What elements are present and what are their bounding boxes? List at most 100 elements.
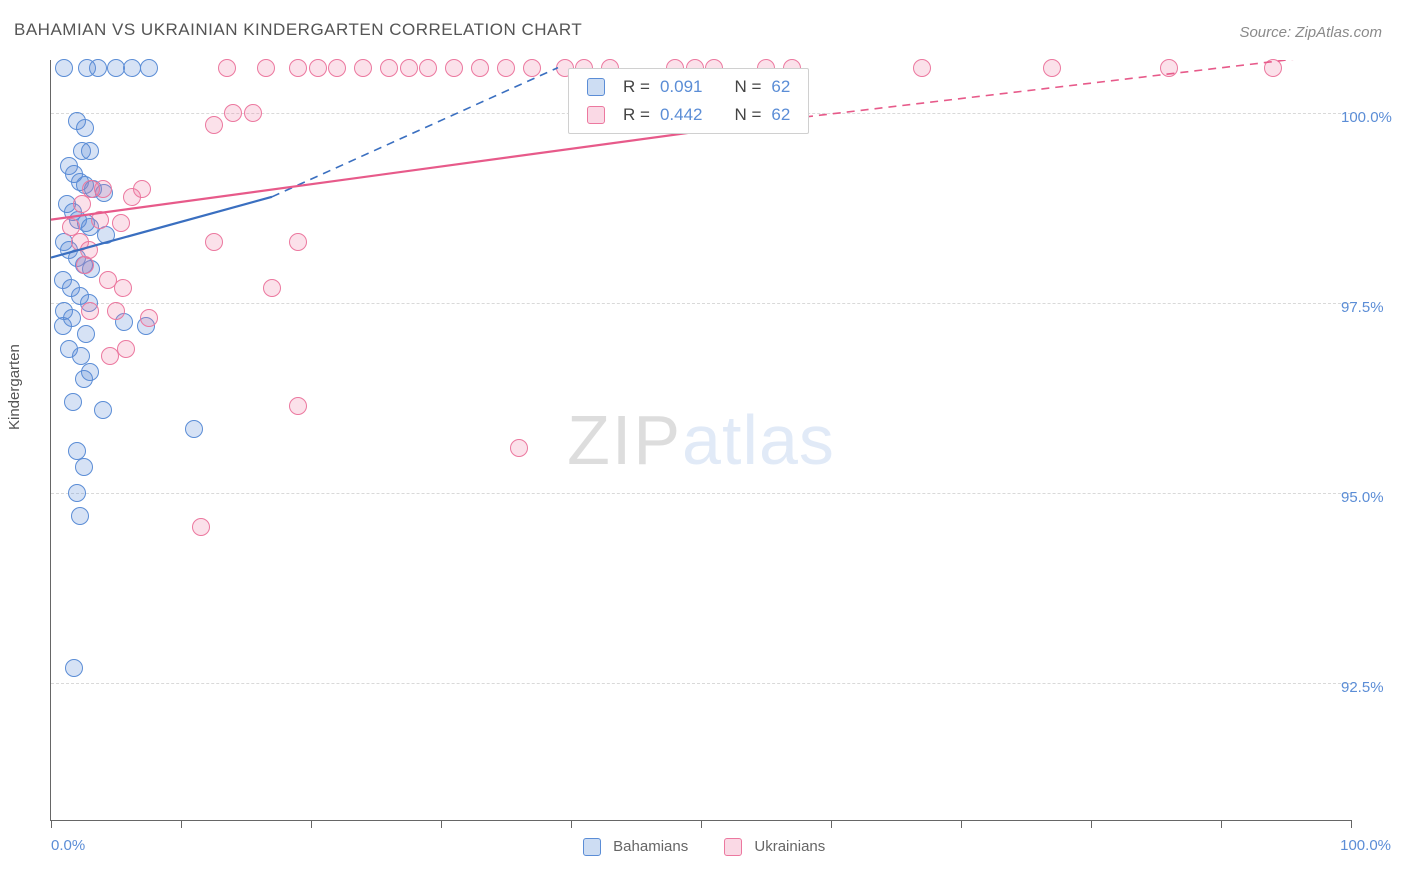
- data-point-ukrainians: [101, 347, 119, 365]
- legend-label-ukrainians: Ukrainians: [754, 838, 825, 855]
- legend-item-bahamians: Bahamians: [583, 838, 688, 856]
- chart-title: BAHAMIAN VS UKRAINIAN KINDERGARTEN CORRE…: [14, 20, 582, 40]
- data-point-ukrainians: [205, 233, 223, 251]
- data-point-ukrainians: [257, 59, 275, 77]
- data-point-ukrainians: [192, 518, 210, 536]
- data-point-ukrainians: [140, 309, 158, 327]
- data-point-bahamians: [81, 142, 99, 160]
- legend-swatch-blue: [587, 78, 605, 96]
- data-point-ukrainians: [218, 59, 236, 77]
- data-point-ukrainians: [91, 211, 109, 229]
- x-tick: [571, 820, 572, 828]
- legend-swatch-pink: [587, 106, 605, 124]
- data-point-ukrainians: [328, 59, 346, 77]
- correlation-legend-box: R = 0.091 N = 62 R = 0.442 N = 62: [568, 68, 809, 134]
- y-tick-label: 92.5%: [1341, 679, 1401, 696]
- watermark: ZIPatlas: [567, 400, 835, 480]
- data-point-ukrainians: [73, 195, 91, 213]
- watermark-bold: ZIP: [567, 401, 682, 479]
- legend-r-label: R =: [623, 77, 650, 97]
- data-point-ukrainians: [224, 104, 242, 122]
- legend-n-value: 62: [771, 105, 790, 125]
- x-tick: [961, 820, 962, 828]
- legend-r-value: 0.091: [660, 77, 703, 97]
- data-point-bahamians: [68, 484, 86, 502]
- data-point-ukrainians: [117, 340, 135, 358]
- data-point-ukrainians: [289, 59, 307, 77]
- data-point-bahamians: [94, 401, 112, 419]
- y-axis-label: Kindergarten: [6, 344, 23, 430]
- data-point-ukrainians: [419, 59, 437, 77]
- x-tick: [701, 820, 702, 828]
- data-point-ukrainians: [471, 59, 489, 77]
- legend-n-value: 62: [771, 77, 790, 97]
- legend-label-bahamians: Bahamians: [613, 838, 688, 855]
- data-point-ukrainians: [1160, 59, 1178, 77]
- legend-r-label: R =: [623, 105, 650, 125]
- data-point-bahamians: [63, 309, 81, 327]
- legend-n-label: N =: [734, 105, 761, 125]
- data-point-ukrainians: [380, 59, 398, 77]
- data-point-ukrainians: [523, 59, 541, 77]
- data-point-ukrainians: [400, 59, 418, 77]
- data-point-bahamians: [64, 393, 82, 411]
- data-point-ukrainians: [289, 233, 307, 251]
- data-point-ukrainians: [244, 104, 262, 122]
- data-point-ukrainians: [1264, 59, 1282, 77]
- legend-n-label: N =: [734, 77, 761, 97]
- y-tick-label: 100.0%: [1341, 109, 1401, 126]
- x-axis-label-min: 0.0%: [51, 837, 85, 854]
- data-point-ukrainians: [289, 397, 307, 415]
- legend-r-value: 0.442: [660, 105, 703, 125]
- data-point-bahamians: [89, 59, 107, 77]
- scatter-plot-area: ZIPatlas R =0.091N =62R =0.442N =62 Baha…: [50, 60, 1351, 821]
- data-point-bahamians: [65, 659, 83, 677]
- legend-stat-row: R = 0.091 N = 62: [587, 77, 790, 97]
- x-tick: [1091, 820, 1092, 828]
- x-tick: [181, 820, 182, 828]
- data-point-ukrainians: [76, 256, 94, 274]
- bottom-series-legend: Bahamians Ukrainians: [583, 838, 825, 856]
- data-point-ukrainians: [62, 218, 80, 236]
- x-tick: [831, 820, 832, 828]
- x-tick: [441, 820, 442, 828]
- source-label: Source: ZipAtlas.com: [1239, 24, 1382, 41]
- data-point-bahamians: [77, 325, 95, 343]
- y-tick-label: 95.0%: [1341, 489, 1401, 506]
- legend-item-ukrainians: Ukrainians: [724, 838, 825, 856]
- data-point-bahamians: [140, 59, 158, 77]
- data-point-bahamians: [81, 363, 99, 381]
- data-point-bahamians: [71, 507, 89, 525]
- data-point-ukrainians: [1043, 59, 1061, 77]
- legend-stat-row: R = 0.442 N = 62: [587, 105, 790, 125]
- x-axis-label-max: 100.0%: [1340, 837, 1391, 854]
- data-point-bahamians: [123, 59, 141, 77]
- data-point-ukrainians: [913, 59, 931, 77]
- y-gridline: [51, 683, 1351, 684]
- data-point-bahamians: [55, 59, 73, 77]
- data-point-ukrainians: [107, 302, 125, 320]
- data-point-ukrainians: [510, 439, 528, 457]
- data-point-ukrainians: [114, 279, 132, 297]
- data-point-ukrainians: [112, 214, 130, 232]
- data-point-bahamians: [75, 458, 93, 476]
- swatch-blue: [583, 838, 601, 856]
- swatch-pink: [724, 838, 742, 856]
- data-point-bahamians: [185, 420, 203, 438]
- data-point-ukrainians: [497, 59, 515, 77]
- watermark-light: atlas: [682, 401, 835, 479]
- y-gridline: [51, 303, 1351, 304]
- data-point-ukrainians: [81, 302, 99, 320]
- data-point-ukrainians: [123, 188, 141, 206]
- data-point-bahamians: [76, 119, 94, 137]
- data-point-ukrainians: [263, 279, 281, 297]
- data-point-ukrainians: [354, 59, 372, 77]
- y-gridline: [51, 493, 1351, 494]
- x-tick: [51, 820, 52, 828]
- data-point-ukrainians: [205, 116, 223, 134]
- trend-lines-svg: [51, 60, 1351, 820]
- data-point-ukrainians: [309, 59, 327, 77]
- x-tick: [1351, 820, 1352, 828]
- y-tick-label: 97.5%: [1341, 299, 1401, 316]
- x-tick: [1221, 820, 1222, 828]
